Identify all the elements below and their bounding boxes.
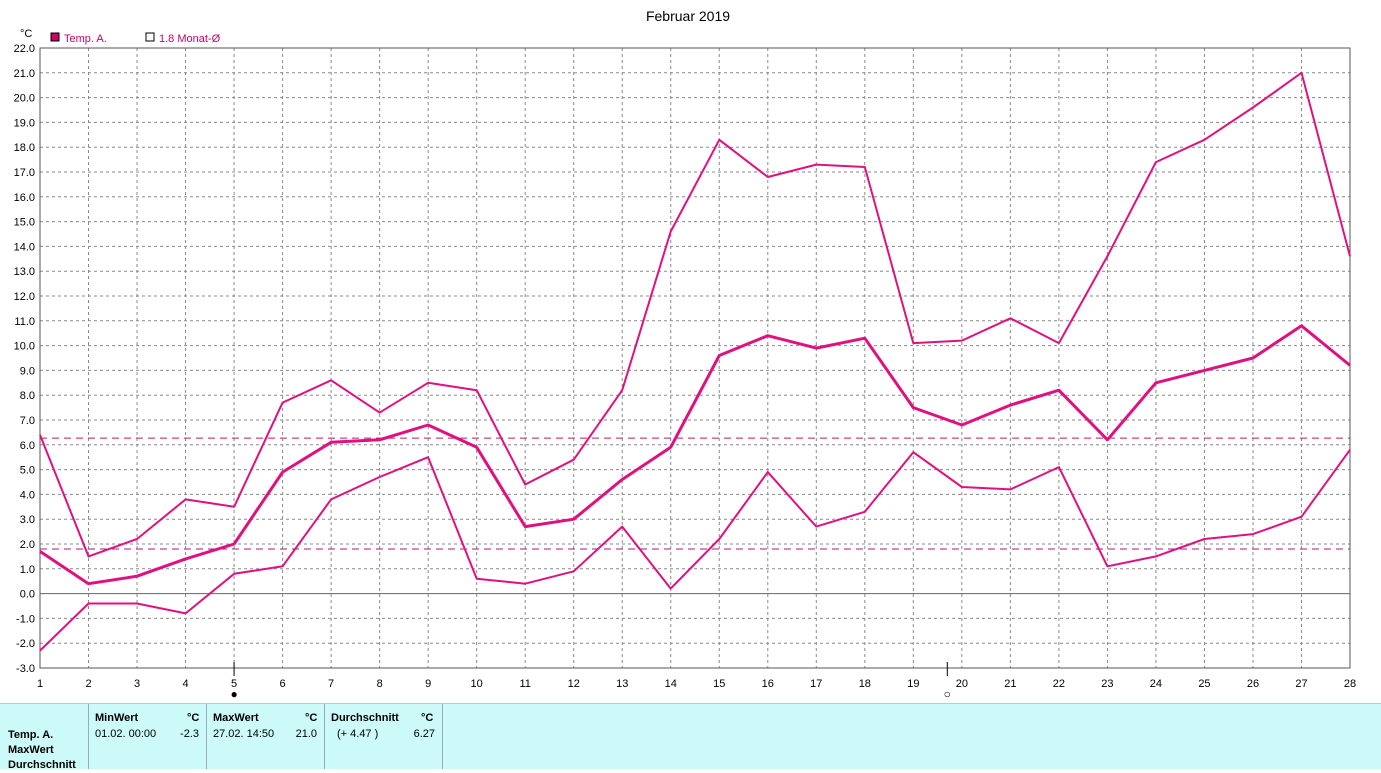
max-unit: °C xyxy=(305,712,318,724)
x-tick-label: 25 xyxy=(1198,678,1210,690)
series-line-max xyxy=(39,71,1351,558)
avg-header: Durchschnitt xyxy=(331,712,399,724)
stats-col-max: MaxWert °C 27.02. 14:50 21.0 xyxy=(206,704,324,769)
stats-col-avg: Durchschnitt °C (+ 4.47 ) 6.27 xyxy=(324,704,443,769)
x-tick-label: 23 xyxy=(1101,678,1113,690)
y-tick-labels: 22.0 21.0 20.0 19.0 18.0 17.0 16.0 15.0 14.0 13.0… xyxy=(14,43,35,675)
legend: Temp. A. 1.8 Monat-Ø xyxy=(50,32,221,45)
x-tick-labels: 1 2 3 4 5 6 7 8 9 10 11 12 13 14 15 16 17 18 19 20 21 22 23 24 2… xyxy=(37,678,1356,690)
y-tick-label: 19.0 xyxy=(14,117,35,129)
y-tick-label: 10.0 xyxy=(14,341,35,353)
x-tick-label: 7 xyxy=(328,678,334,690)
moon-phase-markers: ● ○ xyxy=(230,662,951,701)
x-tick-label: 20 xyxy=(956,678,968,690)
reference-lines xyxy=(40,437,1350,550)
x-tick-label: 15 xyxy=(713,678,725,690)
x-tick-label: 9 xyxy=(425,678,431,690)
y-tick-label: 4.0 xyxy=(20,489,35,501)
series-line-avg xyxy=(39,324,1351,586)
x-tick-label: 22 xyxy=(1053,678,1065,690)
x-tick-label: 27 xyxy=(1295,678,1307,690)
avg-unit: °C xyxy=(421,712,434,724)
stats-col-min: MinWert °C 01.02. 00:00 -2.3 xyxy=(88,704,206,769)
y-tick-label: 11.0 xyxy=(14,316,35,328)
y-tick-label: 1.0 xyxy=(20,564,35,576)
axes xyxy=(39,47,1351,669)
moon-phase-icon: ○ xyxy=(944,687,951,701)
x-tick-label: 10 xyxy=(471,678,483,690)
y-tick-label: 14.0 xyxy=(14,241,35,253)
y-tick-label: 6.0 xyxy=(20,440,35,452)
y-tick-label: -3.0 xyxy=(16,663,35,675)
min-datetime: 01.02. 00:00 xyxy=(95,728,157,740)
x-tick-label: 3 xyxy=(134,678,140,690)
max-header: MaxWert xyxy=(213,712,259,724)
y-tick-label: 17.0 xyxy=(14,167,35,179)
grid xyxy=(40,48,1350,668)
series-lines xyxy=(39,71,1351,652)
x-tick-label: 16 xyxy=(762,678,774,690)
x-tick-label: 6 xyxy=(280,678,286,690)
y-tick-label: 16.0 xyxy=(14,192,35,204)
series-line-min xyxy=(39,449,1351,652)
y-tick-label: 0.0 xyxy=(20,589,35,601)
max-datetime: 27.02. 14:50 xyxy=(213,728,275,740)
max-value: 21.0 xyxy=(295,728,317,740)
x-tick-label: 26 xyxy=(1247,678,1259,690)
legend-label-temp: Temp. A. xyxy=(64,33,107,45)
x-tick-label: 1 xyxy=(37,678,43,690)
min-value: -2.3 xyxy=(180,728,199,740)
y-tick-label: 22.0 xyxy=(14,43,35,55)
y-tick-label: 20.0 xyxy=(14,93,35,105)
x-tick-label: 13 xyxy=(616,678,628,690)
row-label-avg: Durchschnitt xyxy=(8,759,76,771)
legend-swatch-month-avg xyxy=(145,32,155,42)
legend-label-month-avg: 1.8 Monat-Ø xyxy=(159,33,221,45)
stats-panel: Temp. A. MaxWert Durchschnitt MinWert °C… xyxy=(0,703,1381,771)
x-tick-label: 17 xyxy=(810,678,822,690)
x-tick-label: 11 xyxy=(519,678,530,690)
row-label-max: MaxWert xyxy=(8,744,54,756)
x-tick-label: 8 xyxy=(377,678,383,690)
min-unit: °C xyxy=(187,712,200,724)
row-label-temp: Temp. A. xyxy=(8,729,54,741)
y-tick-label: 8.0 xyxy=(20,390,35,402)
y-tick-label: 21.0 xyxy=(14,68,35,80)
temperature-chart: Februar 2019 °C Temp. A. 1.8 Monat-Ø 22.… xyxy=(14,8,1357,701)
y-tick-label: 5.0 xyxy=(20,465,35,477)
stats-row-labels: Temp. A. MaxWert Durchschnitt xyxy=(8,728,76,773)
plot-frame xyxy=(39,47,1351,669)
min-header: MinWert xyxy=(95,712,139,724)
avg-delta: (+ 4.47 ) xyxy=(337,728,379,740)
avg-value: 6.27 xyxy=(413,728,435,740)
x-tick-label: 21 xyxy=(1004,678,1016,690)
x-tick-label: 2 xyxy=(85,678,91,690)
x-tick-label: 4 xyxy=(182,678,188,690)
y-tick-label: -1.0 xyxy=(16,613,35,625)
y-axis-unit: °C xyxy=(20,28,32,40)
moon-phase-icon: ● xyxy=(230,687,237,701)
x-tick-label: 28 xyxy=(1344,678,1356,690)
y-tick-label: 18.0 xyxy=(14,142,35,154)
y-tick-label: 2.0 xyxy=(20,539,35,551)
y-tick-label: 15.0 xyxy=(14,217,35,229)
x-tick-label: 12 xyxy=(568,678,580,690)
legend-swatch-temp xyxy=(50,32,60,42)
x-tick-label: 18 xyxy=(859,678,871,690)
y-tick-label: -2.0 xyxy=(16,638,35,650)
y-tick-label: 12.0 xyxy=(14,291,35,303)
x-tick-label: 5 xyxy=(231,678,237,690)
x-tick-label: 14 xyxy=(665,678,677,690)
y-tick-label: 9.0 xyxy=(20,365,35,377)
y-tick-label: 3.0 xyxy=(20,514,35,526)
y-tick-label: 7.0 xyxy=(20,415,35,427)
chart-title: Februar 2019 xyxy=(646,8,730,24)
x-tick-label: 24 xyxy=(1150,678,1162,690)
x-tick-label: 19 xyxy=(907,678,919,690)
y-tick-label: 13.0 xyxy=(14,266,35,278)
